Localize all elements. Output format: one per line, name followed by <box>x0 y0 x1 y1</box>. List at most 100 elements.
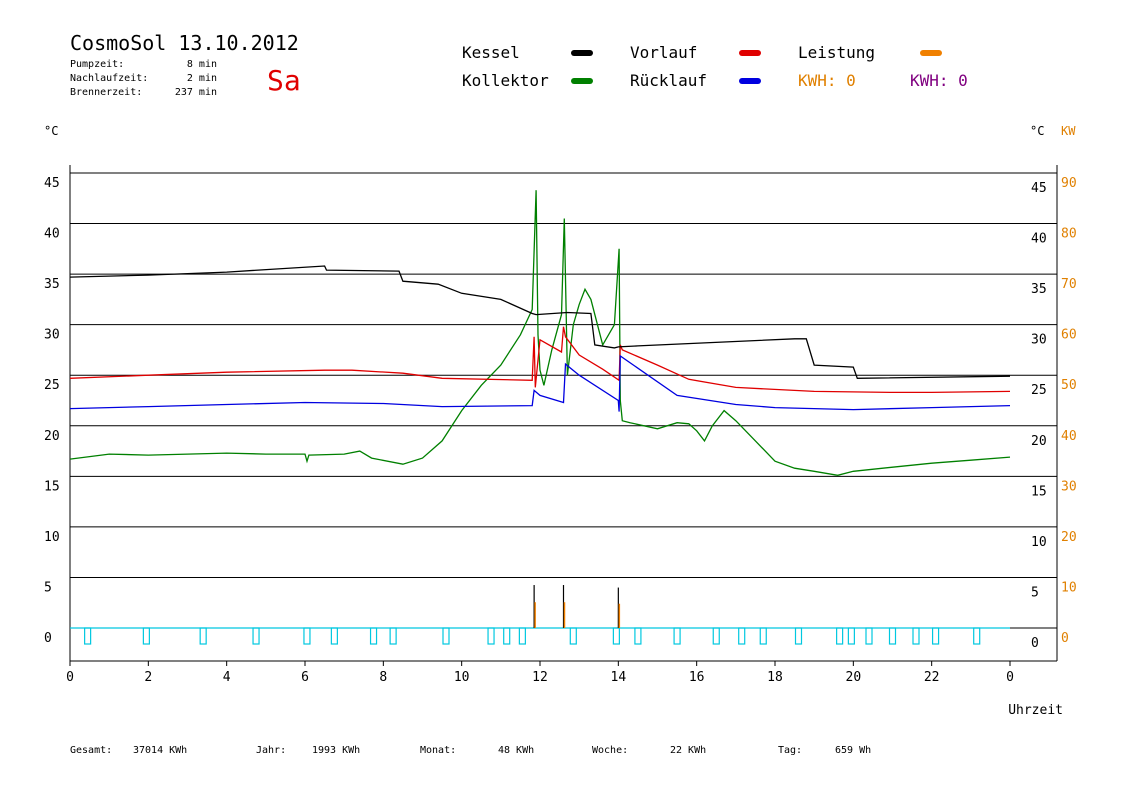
x-tick-label: 20 <box>846 670 862 685</box>
legend-label-ruecklauf: Rücklauf <box>630 71 707 90</box>
y-right-tick-label: 0 <box>1031 636 1039 651</box>
grid-lines <box>70 172 1057 629</box>
x-tick-label: 6 <box>301 670 309 685</box>
series-lines <box>69 190 1011 476</box>
total-monat-label: Monat: <box>420 745 456 756</box>
x-tick-label: 0 <box>1006 670 1014 685</box>
y-right-tick-label: 45 <box>1031 181 1047 196</box>
kw-tick-label: 40 <box>1061 429 1077 444</box>
total-gesamt-value: 37014 KWh <box>133 745 187 756</box>
pump-pulse <box>673 627 681 645</box>
x-tick-label: 4 <box>223 670 231 685</box>
x-tick-label: 12 <box>532 670 548 685</box>
pump-pulse <box>973 627 981 645</box>
y-tick-label: 10 <box>44 530 60 545</box>
y-right-tick-label: 25 <box>1031 383 1047 398</box>
x-tick-label: 22 <box>924 670 940 685</box>
y-tick-label: 15 <box>44 479 60 494</box>
kw-tick-label: 0 <box>1061 631 1069 646</box>
total-jahr-value: 1993 KWh <box>312 745 360 756</box>
y-tick-label: 20 <box>44 429 60 444</box>
kw-tick-label: 50 <box>1061 378 1077 393</box>
pump-pulse <box>330 627 338 645</box>
pump-pulse <box>518 627 526 645</box>
header-stats: Pumpzeit: 8 min Nachlaufzeit: 2 min Bren… <box>70 59 217 98</box>
y-tick-label: 35 <box>44 277 60 292</box>
series-vorlauf-line <box>69 326 1011 394</box>
total-jahr-label: Jahr: <box>256 745 286 756</box>
pump-pulse <box>759 627 767 645</box>
pump-pulse <box>888 627 897 645</box>
pump-pulse <box>847 627 855 645</box>
x-tick-labels: 0 2 4 6 8 10 12 14 16 18 20 22 0 <box>66 661 1014 685</box>
kw-tick-label: 60 <box>1061 328 1077 343</box>
total-tag-label: Tag: <box>778 745 802 756</box>
kw-tick-label: 30 <box>1061 479 1077 494</box>
left-unit-label: °C <box>44 124 58 138</box>
app-title: CosmoSol 13.10.2012 <box>70 31 299 55</box>
kw-tick-label: 90 <box>1061 176 1077 191</box>
series-kessel-line <box>69 265 1011 379</box>
pump-pulse <box>569 627 577 645</box>
x-tick-label: 2 <box>144 670 152 685</box>
total-woche-label: Woche: <box>592 745 628 756</box>
y-right-tick-label: 15 <box>1031 484 1047 499</box>
pump-pulse <box>865 627 873 645</box>
x-axis-title: Uhrzeit <box>1008 703 1063 718</box>
right-unit-label: °C <box>1030 124 1044 138</box>
legend-swatch-vorlauf <box>739 50 761 56</box>
legend-swatch-kollektor <box>571 78 593 84</box>
stat-value: 237 min <box>175 87 217 98</box>
kw-tick-label: 10 <box>1061 580 1077 595</box>
day-label: Sa <box>267 64 301 97</box>
total-woche-value: 22 KWh <box>670 745 706 756</box>
pump-pulse <box>389 627 397 645</box>
y-tick-label: 45 <box>44 176 60 191</box>
y-tick-labels: 0 0 0 5 5 10 10 10 20 15 15 30 20 20 40 25 25 50 30 30 60 35 3… <box>44 176 1077 651</box>
y-right-tick-label: 30 <box>1031 333 1047 348</box>
leistung-spikes <box>533 585 621 628</box>
total-tag-value: 659 Wh <box>835 745 871 756</box>
total-gesamt-label: Gesamt: <box>70 745 112 756</box>
y-tick-label: 30 <box>44 328 60 343</box>
pump-pulse <box>912 627 920 645</box>
stat-value: 2 min <box>187 73 217 84</box>
stat-label: Nachlaufzeit: <box>70 73 148 84</box>
x-tick-label: 16 <box>689 670 705 685</box>
legend-label-kessel: Kessel <box>462 43 520 62</box>
y-right-tick-label: 5 <box>1031 585 1039 600</box>
pump-pulse <box>836 627 844 645</box>
pump-pulse <box>252 627 260 645</box>
legend-swatch-kessel <box>571 50 593 56</box>
kwh-label-1: KWH: 0 <box>798 71 856 90</box>
legend-swatch-ruecklauf <box>739 78 761 84</box>
pump-pulse <box>142 627 150 645</box>
x-tick-label: 14 <box>611 670 627 685</box>
pump-pulse <box>634 627 642 645</box>
series-ruecklauf-line <box>69 354 1011 412</box>
series-kollektor-line <box>69 190 1011 476</box>
legend-label-kollektor: Kollektor <box>462 71 549 90</box>
y-tick-label: 0 <box>44 631 52 646</box>
pump-pulse <box>612 627 620 645</box>
pump-pulse <box>503 627 511 645</box>
pump-pulse <box>84 627 92 645</box>
stat-label: Pumpzeit: <box>70 59 124 70</box>
x-tick-label: 10 <box>454 670 470 685</box>
stat-label: Brennerzeit: <box>70 87 142 98</box>
y-tick-label: 5 <box>44 580 52 595</box>
total-monat-value: 48 KWh <box>498 745 534 756</box>
stat-value: 8 min <box>187 59 217 70</box>
y-right-tick-label: 20 <box>1031 434 1047 449</box>
legend-label-vorlauf: Vorlauf <box>630 43 697 62</box>
x-tick-label: 8 <box>379 670 387 685</box>
kw-tick-label: 70 <box>1061 277 1077 292</box>
pump-pulse <box>442 627 450 645</box>
x-tick-label: 0 <box>66 670 74 685</box>
pump-pulse <box>712 627 720 645</box>
legend-swatch-leistung <box>920 50 942 56</box>
kw-unit-label: KW <box>1061 124 1076 138</box>
x-tick-label: 18 <box>767 670 783 685</box>
pump-pulse <box>794 627 803 645</box>
